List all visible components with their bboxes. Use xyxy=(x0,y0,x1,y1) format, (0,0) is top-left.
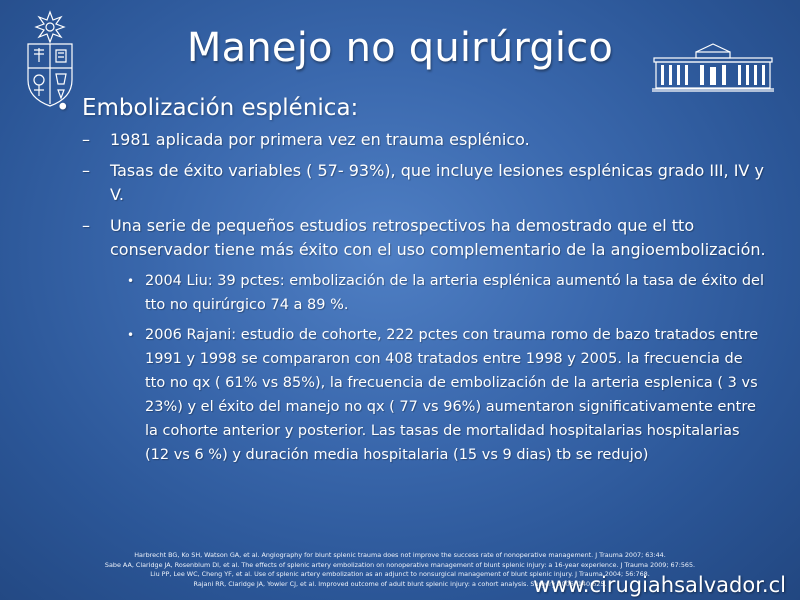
list-item-text: Una serie de pequeños estudios retrospec… xyxy=(110,216,766,259)
bullet-icon: • xyxy=(56,95,70,121)
reference-line: Sabe AA, Claridge JA, Rosenblum DI, et a… xyxy=(104,560,696,569)
list-item-text: Tasas de éxito variables ( 57- 93%), que… xyxy=(110,161,764,204)
list-item: – Tasas de éxito variables ( 57- 93%), q… xyxy=(54,159,766,207)
bullet-icon: • xyxy=(127,328,135,342)
heading-text: Embolización esplénica: xyxy=(82,95,359,121)
list-item: – Una serie de pequeños estudios retrosp… xyxy=(54,214,766,262)
study-item-text: 2006 Rajani: estudio de cohorte, 222 pct… xyxy=(145,327,759,463)
dash-icon: – xyxy=(82,130,90,149)
dash-icon: – xyxy=(82,161,90,180)
university-crest-icon xyxy=(27,10,73,107)
study-item: • 2006 Rajani: estudio de cohorte, 222 p… xyxy=(54,323,766,467)
slide-title: Manejo no quirúrgico xyxy=(186,25,614,71)
slide-content: • Embolización esplénica: – 1981 aplicad… xyxy=(54,92,766,473)
reference-line: Harbrecht BG, Ko SH, Watson GA, et al. A… xyxy=(134,551,666,559)
dash-icon: – xyxy=(82,216,90,235)
study-item: • 2004 Liu: 39 pctes: embolización de la… xyxy=(54,269,766,317)
reference-line: Rajani RR, Claridge JA, Yowler CJ, et al… xyxy=(193,579,607,588)
hospital-building-icon xyxy=(652,43,774,92)
heading-bullet: • Embolización esplénica: xyxy=(54,92,766,124)
references: Harbrecht BG, Ko SH, Watson GA, et al. A… xyxy=(0,551,800,589)
study-item-text: 2004 Liu: 39 pctes: embolización de la a… xyxy=(145,273,764,313)
list-item: – 1981 aplicada por primera vez en traum… xyxy=(54,128,766,152)
list-item-text: 1981 aplicada por primera vez en trauma … xyxy=(110,130,530,149)
website-url: www.cirugiahsalvador.cl xyxy=(533,573,786,597)
bullet-icon: • xyxy=(127,274,135,288)
reference-line: Liu PP, Lee WC, Cheng YF, et al. Use of … xyxy=(150,570,650,579)
